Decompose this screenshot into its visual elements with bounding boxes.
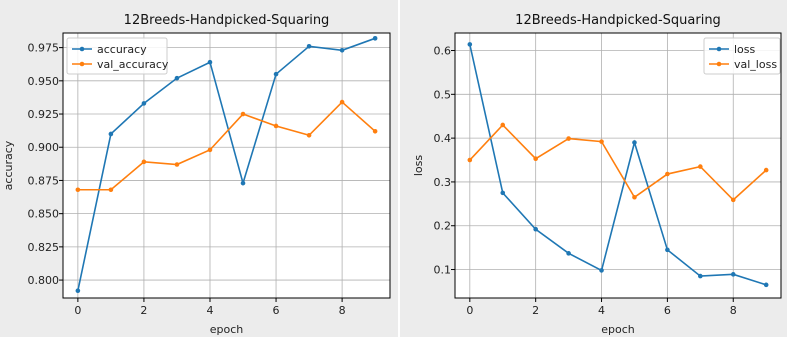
loss-plot-area xyxy=(455,33,781,298)
accuracy-legend-marker-accuracy xyxy=(79,46,85,52)
accuracy-data-point-accuracy xyxy=(75,288,81,293)
accuracy-data-point-accuracy xyxy=(240,180,246,186)
accuracy-data-point-val-accuracy xyxy=(306,132,312,138)
accuracy-legend-label-val-accuracy: val_accuracy xyxy=(97,58,169,71)
accuracy-chart-panel: 0 2 4 6 8 0.800 0.825 0.850 0.875 0.900 0.925 0.950… xyxy=(0,0,398,337)
accuracy-chart: 0 2 4 6 8 0.800 0.825 0.850 0.875 0.900 0.925 0.950… xyxy=(2,13,391,336)
accuracy-ytick-label: 0.825 xyxy=(28,241,60,254)
accuracy-data-point-val-accuracy xyxy=(141,159,147,165)
loss-data-point-loss xyxy=(698,273,703,279)
loss-chart-title: 12Breeds-Handpicked-Squaring xyxy=(515,13,721,28)
loss-x-axis-label: epoch xyxy=(601,323,635,336)
accuracy-data-point-val-accuracy xyxy=(240,111,246,117)
loss-legend-label-val-loss: val_loss xyxy=(734,58,777,71)
loss-data-point-loss xyxy=(632,140,637,145)
accuracy-ytick-label: 0.800 xyxy=(28,274,60,287)
accuracy-data-point-val-accuracy xyxy=(174,162,180,167)
accuracy-chart-title: 12Breeds-Handpicked-Squaring xyxy=(124,13,330,28)
loss-series-line-loss xyxy=(469,44,767,286)
loss-ytick-label: 0.6 xyxy=(434,45,452,58)
loss-data-point-loss xyxy=(566,251,571,256)
accuracy-ytick-label: 0.900 xyxy=(28,141,60,154)
loss-xtick-label: 6 xyxy=(664,304,671,317)
accuracy-data-point-val-accuracy xyxy=(372,128,378,134)
loss-chart-panel: 0 2 4 6 8 0.1 0.2 0.3 0.4 0.5 0.6 12Breeds-Handpick… xyxy=(400,0,787,337)
loss-data-point-loss xyxy=(730,272,736,277)
loss-data-point-val-loss xyxy=(763,167,769,173)
loss-data-point-loss xyxy=(533,226,538,232)
accuracy-data-point-accuracy xyxy=(372,36,378,41)
accuracy-xtick-label: 2 xyxy=(140,304,147,317)
loss-data-point-val-loss xyxy=(632,194,637,200)
accuracy-data-point-accuracy xyxy=(273,71,279,77)
loss-legend-marker-val-loss xyxy=(716,61,722,67)
loss-axes-frame xyxy=(454,32,782,299)
accuracy-legend-label-accuracy: accuracy xyxy=(97,43,147,56)
accuracy-ytick-label: 0.875 xyxy=(28,174,60,187)
loss-y-axis-label: loss xyxy=(412,155,425,177)
accuracy-data-point-val-accuracy xyxy=(273,123,279,129)
accuracy-plot-area xyxy=(63,33,390,298)
loss-chart: 0 2 4 6 8 0.1 0.2 0.3 0.4 0.5 0.6 12Breeds-Handpick… xyxy=(412,13,782,336)
loss-data-point-val-loss xyxy=(500,122,506,128)
loss-legend-box xyxy=(703,37,781,75)
loss-ytick-label: 0.5 xyxy=(434,88,452,101)
panel-divider xyxy=(398,0,400,337)
loss-legend-marker-loss xyxy=(716,46,722,52)
loss-data-point-val-loss xyxy=(467,157,473,163)
accuracy-data-point-val-accuracy xyxy=(339,99,345,105)
accuracy-data-point-accuracy xyxy=(339,47,345,53)
accuracy-ytick-label: 0.925 xyxy=(28,108,60,121)
loss-ytick-label: 0.2 xyxy=(434,220,452,233)
accuracy-data-point-accuracy xyxy=(207,59,213,65)
accuracy-data-point-val-accuracy xyxy=(108,187,114,193)
accuracy-data-point-accuracy xyxy=(306,43,312,49)
loss-data-point-val-loss xyxy=(566,136,571,141)
accuracy-data-point-accuracy xyxy=(141,101,147,106)
loss-data-point-loss xyxy=(599,268,604,273)
loss-ytick-label: 0.3 xyxy=(434,176,452,189)
loss-series-line-val-loss xyxy=(469,123,767,201)
loss-data-point-loss xyxy=(467,42,473,47)
accuracy-data-point-val-accuracy xyxy=(75,187,81,193)
loss-data-point-loss xyxy=(665,247,670,253)
accuracy-data-point-accuracy xyxy=(108,131,114,137)
accuracy-ytick-label: 0.850 xyxy=(28,208,60,221)
accuracy-legend-box xyxy=(66,37,168,75)
loss-xtick-label: 2 xyxy=(532,304,539,317)
loss-data-point-val-loss xyxy=(533,156,538,162)
loss-xtick-label: 8 xyxy=(730,304,737,317)
loss-xtick-label: 0 xyxy=(466,304,473,317)
loss-legend-label-loss: loss xyxy=(734,43,756,56)
loss-data-point-val-loss xyxy=(599,139,604,144)
loss-ytick-label: 0.1 xyxy=(434,264,452,277)
accuracy-axes-frame xyxy=(62,32,391,299)
loss-data-point-val-loss xyxy=(730,197,736,203)
accuracy-xtick-label: 6 xyxy=(273,304,280,317)
accuracy-y-axis-label: accuracy xyxy=(2,140,15,190)
accuracy-series-line-accuracy xyxy=(77,37,376,291)
accuracy-ytick-label: 0.950 xyxy=(28,75,60,88)
loss-ytick-label: 0.4 xyxy=(434,132,452,145)
accuracy-xtick-label: 0 xyxy=(74,304,81,317)
loss-data-point-val-loss xyxy=(698,164,703,169)
accuracy-ytick-label: 0.975 xyxy=(28,42,60,55)
accuracy-series-line-val-accuracy xyxy=(77,100,376,191)
accuracy-xtick-label: 4 xyxy=(206,304,213,317)
loss-data-point-loss xyxy=(500,190,506,196)
loss-data-point-val-loss xyxy=(665,171,670,177)
accuracy-xtick-label: 8 xyxy=(339,304,346,317)
accuracy-data-point-val-accuracy xyxy=(207,147,213,153)
accuracy-data-point-accuracy xyxy=(174,75,180,81)
loss-data-point-loss xyxy=(763,282,769,288)
accuracy-legend-marker-val-accuracy xyxy=(79,61,85,67)
loss-xtick-label: 4 xyxy=(598,304,605,317)
accuracy-x-axis-label: epoch xyxy=(210,323,244,336)
